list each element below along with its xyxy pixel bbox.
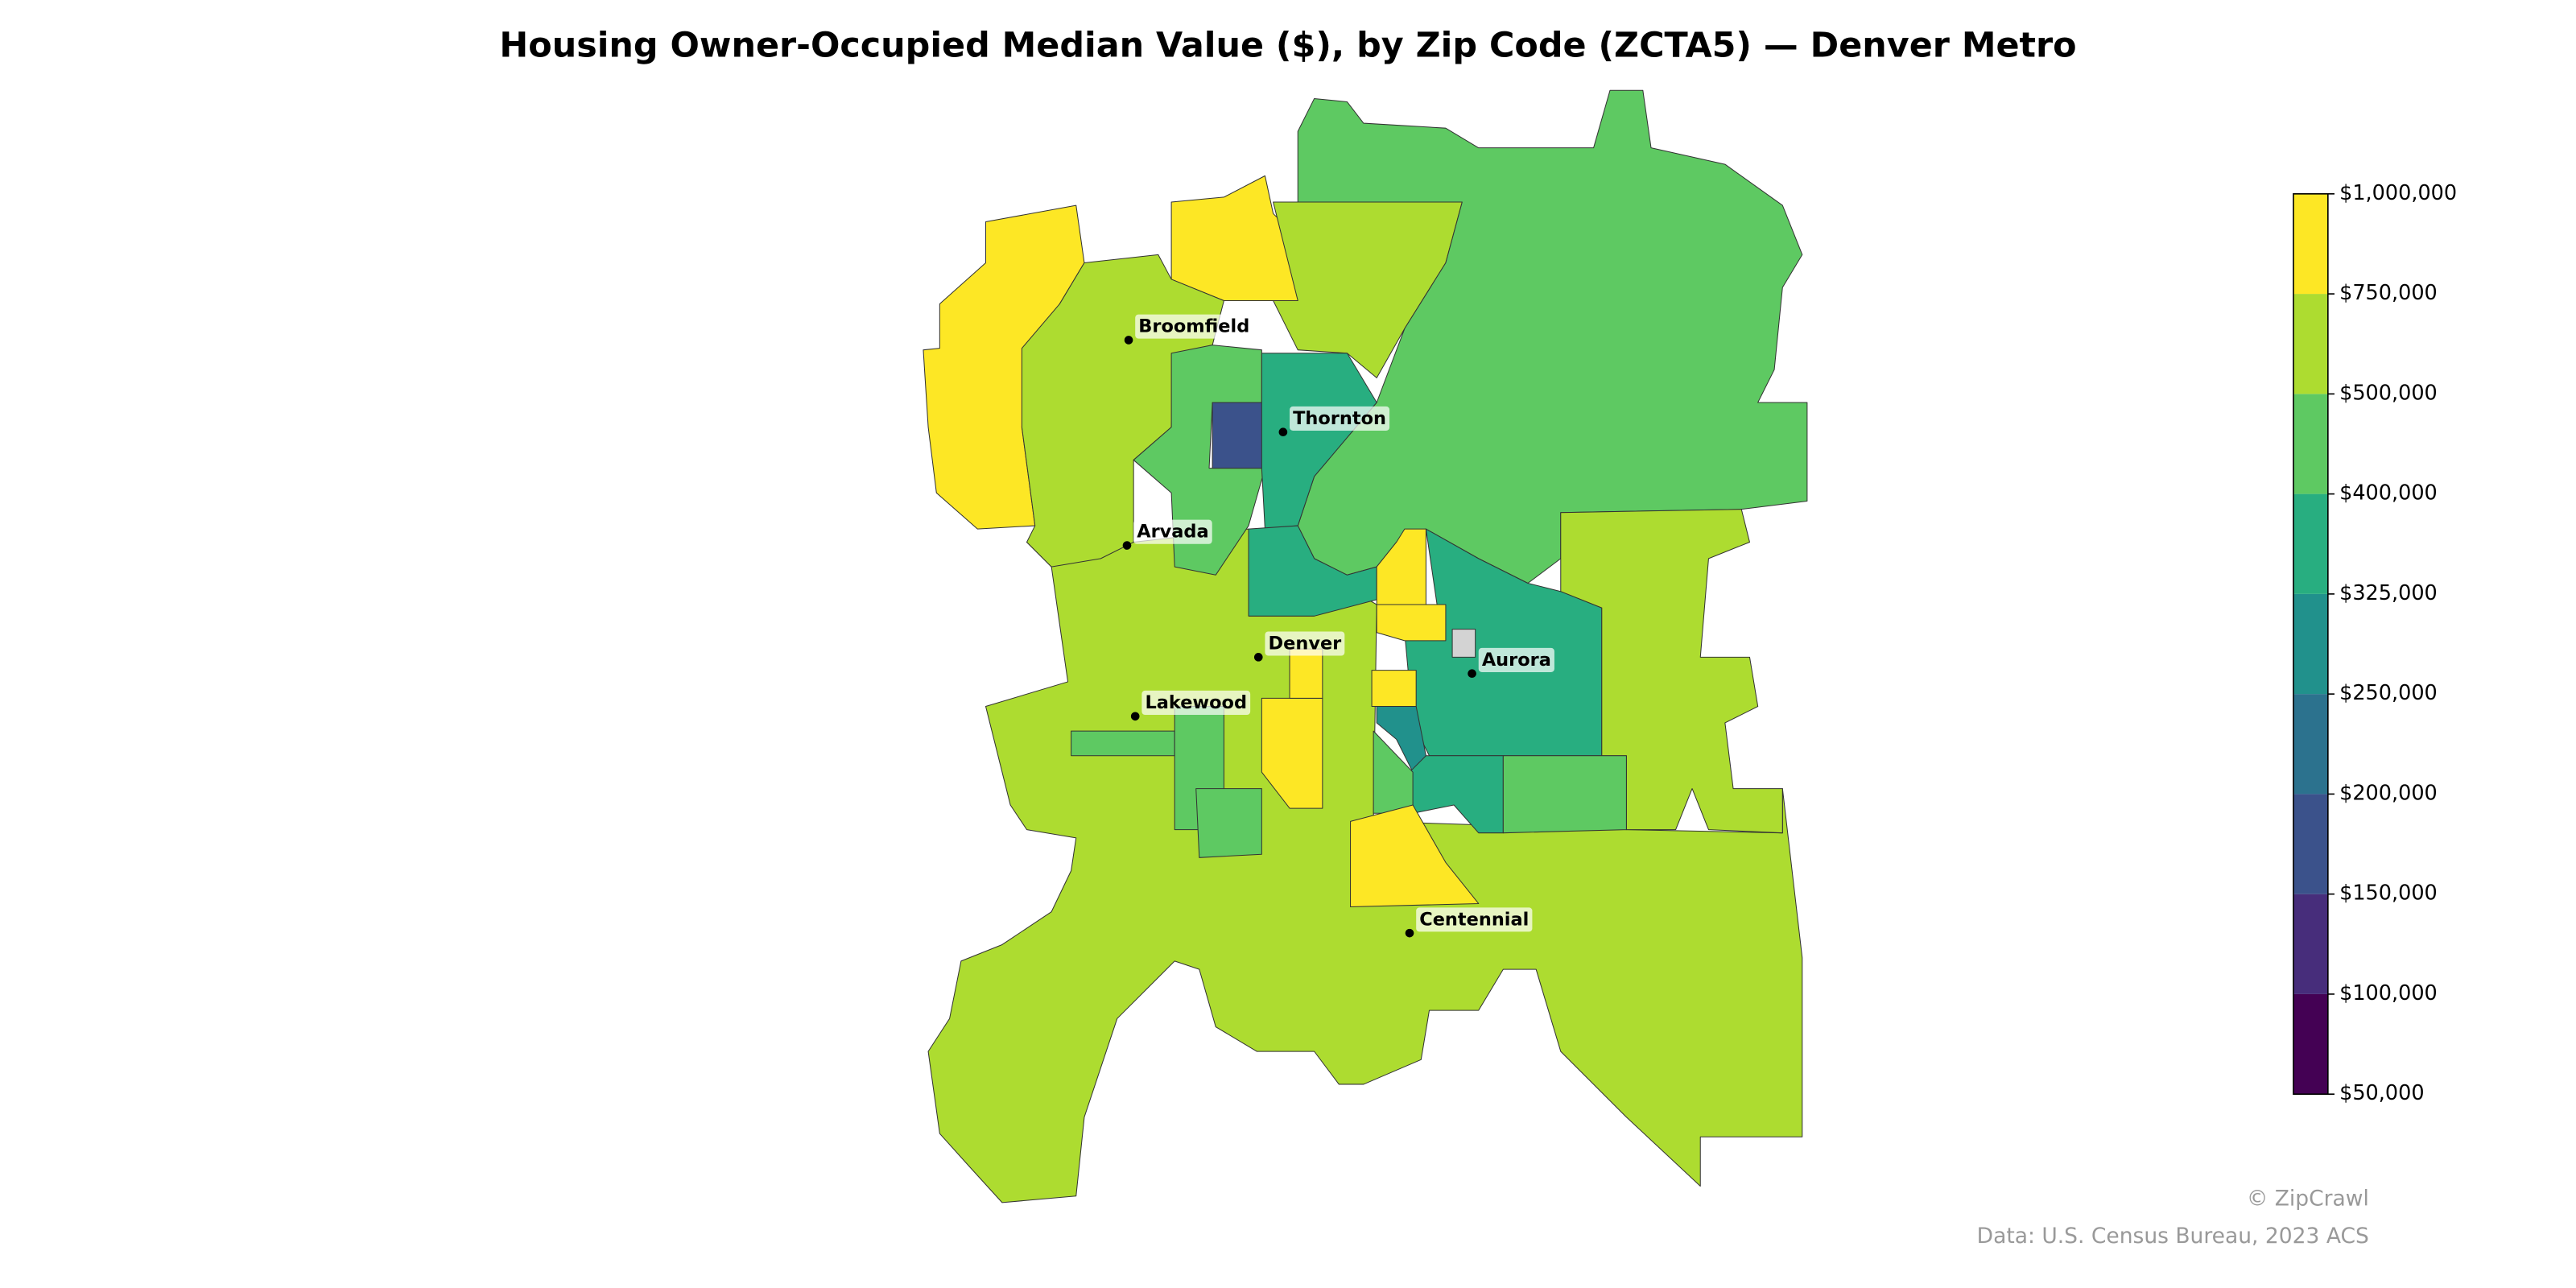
colorbar-frame (2293, 193, 2329, 1095)
zip-region (1071, 730, 1175, 757)
colorbar-tick-label: $1,000,000 (2339, 181, 2457, 205)
colorbar-tick-label: $400,000 (2339, 481, 2438, 506)
zip-region (1289, 648, 1323, 699)
colorbar-tick-label: $200,000 (2339, 781, 2438, 805)
city-label-bg (1141, 690, 1251, 716)
map-regions (923, 89, 1808, 1203)
colorbar-tick-label: $500,000 (2339, 381, 2438, 405)
city-label: Centennial (1419, 909, 1529, 930)
city-dot (1253, 653, 1263, 662)
city-label: Thornton (1293, 408, 1386, 429)
zip-region (1350, 804, 1480, 908)
city-label-bg (1135, 314, 1253, 339)
zip-region (1376, 604, 1447, 642)
city-label: Arvada (1137, 522, 1208, 543)
city-dot (1122, 541, 1132, 550)
zip-region (1409, 755, 1504, 834)
zip-region (1170, 175, 1298, 301)
colorbar-tick-label: $750,000 (2339, 281, 2438, 305)
city-label: Lakewood (1145, 692, 1247, 713)
city-label: Aurora (1482, 650, 1551, 671)
colorbar-bin (2293, 294, 2328, 394)
zip-region (1195, 788, 1262, 858)
colorbar-bin (2293, 193, 2328, 295)
colorbar-tick-label: $100,000 (2339, 981, 2438, 1005)
colorbar-tick-label: $150,000 (2339, 881, 2438, 906)
zip-region (1371, 670, 1417, 708)
city-label-bg (1478, 647, 1554, 672)
city-dot (1405, 928, 1414, 938)
colorbar-tick-label: $325,000 (2339, 581, 2438, 605)
colorbar-bin (2293, 493, 2328, 594)
city-dot (1278, 427, 1288, 437)
city-dot (1130, 712, 1140, 721)
colorbar-bin (2293, 394, 2328, 494)
city-label-bg (1290, 406, 1390, 431)
city-label-bg (1133, 519, 1212, 544)
city-dot (1124, 336, 1133, 345)
zip-region (1451, 629, 1476, 658)
colorbar-bin (2293, 894, 2328, 994)
zip-region (1212, 402, 1265, 469)
city-label: Denver (1269, 634, 1342, 654)
zip-region (1560, 509, 1783, 834)
zip-region (1502, 755, 1627, 834)
colorbar-bin (2293, 694, 2328, 795)
city-dot (1468, 669, 1476, 679)
city-label-bg (1265, 631, 1345, 656)
city-label-bg (1416, 907, 1533, 932)
colorbar-bin (2293, 593, 2328, 695)
colorbar-tick-label: $50,000 (2339, 1081, 2424, 1105)
chart-title: Housing Owner-Occupied Median Value ($),… (499, 26, 2076, 66)
colorbar-bin (2293, 993, 2328, 1095)
credit: © ZipCrawl (2247, 1186, 2369, 1211)
source-note: Data: U.S. Census Bureau, 2023 ACS (1977, 1224, 2369, 1249)
colorbar-bin (2293, 794, 2328, 894)
colorbar-tick-label: $250,000 (2339, 681, 2438, 705)
city-label: Broomfield (1138, 316, 1249, 337)
